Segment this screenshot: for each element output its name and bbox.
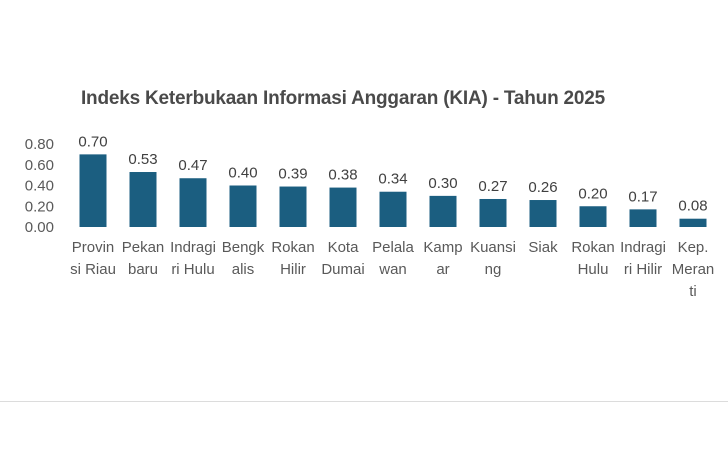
data-label: 0.53	[128, 151, 157, 168]
bar	[329, 187, 357, 227]
bar	[79, 154, 107, 227]
y-tick-label: 0.80	[25, 136, 54, 153]
data-label: 0.39	[278, 166, 307, 183]
data-label: 0.70	[78, 133, 107, 150]
category-label-line: ri Hulu	[171, 261, 214, 278]
category-label: Rokan Hilir	[271, 239, 314, 278]
category-label-line: Pelala	[372, 239, 414, 256]
bar	[279, 186, 307, 227]
y-tick-label: 0.00	[25, 219, 54, 236]
category-label-line: Kuansi	[470, 239, 516, 256]
y-tick-label: 0.40	[25, 178, 54, 195]
category-label-line: Hilir	[280, 261, 306, 278]
bar	[529, 200, 557, 227]
category-label-line: Indragi	[620, 239, 666, 256]
category-label-line: Provin	[72, 239, 115, 256]
category-label-line: ri Hilir	[624, 261, 662, 278]
category-label: Kamp ar	[423, 239, 462, 278]
category-label: Siak	[528, 239, 558, 256]
data-label: 0.30	[428, 175, 457, 192]
bar	[629, 209, 657, 227]
category-label: Indragi ri Hilir	[620, 239, 666, 278]
data-label: 0.17	[628, 188, 657, 205]
category-label-line: Rokan	[571, 239, 614, 256]
category-label-line: Dumai	[321, 261, 364, 278]
category-label-line: Pekan	[122, 239, 165, 256]
chart-title: Indeks Keterbukaan Informasi Anggaran (K…	[80, 88, 606, 109]
bar	[129, 172, 157, 227]
bar	[479, 198, 507, 227]
data-label: 0.08	[678, 198, 707, 215]
bar	[229, 185, 257, 227]
category-label-line: ar	[436, 261, 449, 278]
category-label: Pekan baru	[122, 239, 165, 278]
category-label: Provin si Riau	[70, 239, 116, 278]
category-label-line: Bengk	[222, 239, 265, 256]
category-label-line: Kep.	[678, 239, 709, 256]
category-label: Bengk alis	[222, 239, 265, 278]
bar	[179, 178, 207, 227]
bar	[679, 218, 707, 227]
data-label: 0.38	[328, 167, 357, 184]
data-label: 0.34	[378, 171, 407, 188]
data-label: 0.47	[178, 157, 207, 174]
category-label-line: baru	[128, 261, 158, 278]
category-label-line: ti	[689, 283, 697, 300]
category-label-line: Meran	[672, 261, 715, 278]
category-label: Indragi ri Hulu	[170, 239, 216, 278]
category-label-line: Kota	[328, 239, 360, 256]
data-label: 0.27	[478, 178, 507, 195]
category-label-line: Rokan	[271, 239, 314, 256]
category-label: Rokan Hulu	[571, 239, 614, 278]
data-label: 0.40	[228, 165, 257, 182]
category-label-line: si Riau	[70, 261, 116, 278]
category-label-line: Indragi	[170, 239, 216, 256]
category-label-line: Hulu	[578, 261, 609, 278]
bar	[579, 206, 607, 227]
category-label: Kota Dumai	[321, 239, 364, 278]
category-label-line: Siak	[528, 239, 558, 256]
category-label: Kuansi ng	[470, 239, 516, 278]
bar	[429, 195, 457, 227]
category-label-line: alis	[232, 261, 255, 278]
category-label-line: Kamp	[423, 239, 462, 256]
y-tick-label: 0.20	[25, 198, 54, 215]
category-label-line: ng	[485, 261, 502, 278]
data-label: 0.20	[578, 185, 607, 202]
category-label: Kep. Meran ti	[672, 239, 715, 300]
divider	[0, 401, 728, 402]
data-label: 0.26	[528, 179, 557, 196]
category-label: Pelala wan	[372, 239, 414, 278]
y-tick-label: 0.60	[25, 157, 54, 174]
bar	[379, 191, 407, 227]
category-label-line: wan	[378, 261, 407, 278]
